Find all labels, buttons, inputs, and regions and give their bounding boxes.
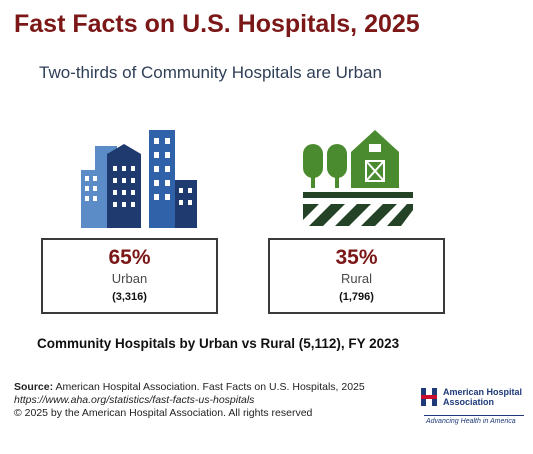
building-right	[175, 180, 197, 228]
logo-divider	[424, 415, 524, 416]
source-text: American Hospital Association. Fast Fact…	[55, 381, 365, 393]
page-subtitle: Two-thirds of Community Hospitals are Ur…	[39, 63, 382, 82]
urban-percent: 65%	[108, 246, 151, 269]
rural-stat-box: 35% Rural (1,796)	[268, 238, 445, 314]
chart-caption: Community Hospitals by Urban vs Rural (5…	[37, 336, 400, 351]
urban-count: (3,316)	[112, 291, 147, 303]
tree-left-trunk	[311, 174, 315, 188]
urban-stat-box: 65% Urban (3,316)	[41, 238, 218, 314]
building-windows	[85, 138, 192, 207]
city-buildings-icon	[81, 130, 197, 228]
tree-right-trunk	[335, 174, 339, 188]
copyright-text: © 2025 by the American Hospital Associat…	[14, 407, 313, 419]
rural-count: (1,796)	[339, 291, 374, 303]
urban-label: Urban	[111, 271, 148, 286]
barn-loft	[369, 144, 381, 152]
source-link[interactable]: https://www.aha.org/statistics/fast-fact…	[14, 394, 255, 406]
barn-body	[351, 130, 399, 188]
tree-right-crown	[327, 144, 347, 178]
aha-logo: American Hospital Association Advancing …	[420, 387, 528, 433]
aha-h-logo-icon	[421, 388, 437, 406]
logo-name: American Hospital Association	[443, 387, 523, 407]
rural-percent: 35%	[335, 246, 378, 269]
farm-barn-icon	[303, 130, 413, 226]
page-title: Fast Facts on U.S. Hospitals, 2025	[14, 10, 420, 38]
footer-source: Source: American Hospital Association. F…	[14, 381, 404, 420]
field-rows	[303, 192, 413, 226]
source-line: Source: American Hospital Association. F…	[14, 381, 404, 394]
tree-left-crown	[303, 144, 323, 178]
logo-tagline: Advancing Health in America	[426, 418, 516, 425]
source-label: Source:	[14, 381, 54, 393]
rural-label: Rural	[340, 271, 373, 286]
building-tall	[149, 130, 175, 228]
building-center-roof	[107, 144, 141, 154]
